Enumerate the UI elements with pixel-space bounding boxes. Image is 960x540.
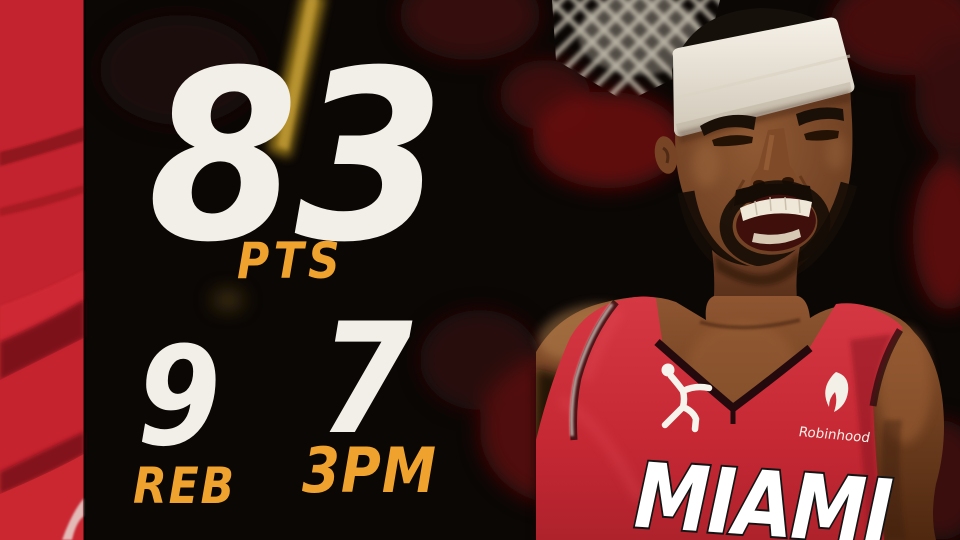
jersey-wordmark: MIAMI bbox=[623, 443, 901, 540]
threes-value: 7 bbox=[319, 291, 413, 469]
gold-light-streak bbox=[268, 0, 326, 158]
points-value: 83 bbox=[148, 21, 445, 294]
player-eye bbox=[804, 130, 839, 141]
robinhood-patch: Robinhood bbox=[797, 372, 871, 446]
player-jersey: Robinhood MIAMI bbox=[536, 296, 904, 540]
player-eye bbox=[712, 135, 753, 147]
rebounds-value: 9 bbox=[137, 318, 221, 477]
player-eyebrow bbox=[796, 107, 844, 126]
player-ear bbox=[654, 136, 678, 174]
jordan-jumpman-icon bbox=[661, 363, 713, 433]
robinhood-feather-icon bbox=[825, 372, 849, 412]
heat-logo-strip bbox=[0, 0, 86, 540]
points-label: PTS bbox=[237, 232, 345, 290]
jersey-sponsor: Robinhood bbox=[797, 424, 871, 446]
threes-label: 3PM bbox=[302, 434, 437, 507]
player-eyebrow bbox=[700, 114, 756, 136]
player-photo: Robinhood MIAMI bbox=[536, 8, 944, 540]
rebounds-label: REB bbox=[133, 457, 236, 515]
player-mouth-open bbox=[736, 194, 816, 252]
